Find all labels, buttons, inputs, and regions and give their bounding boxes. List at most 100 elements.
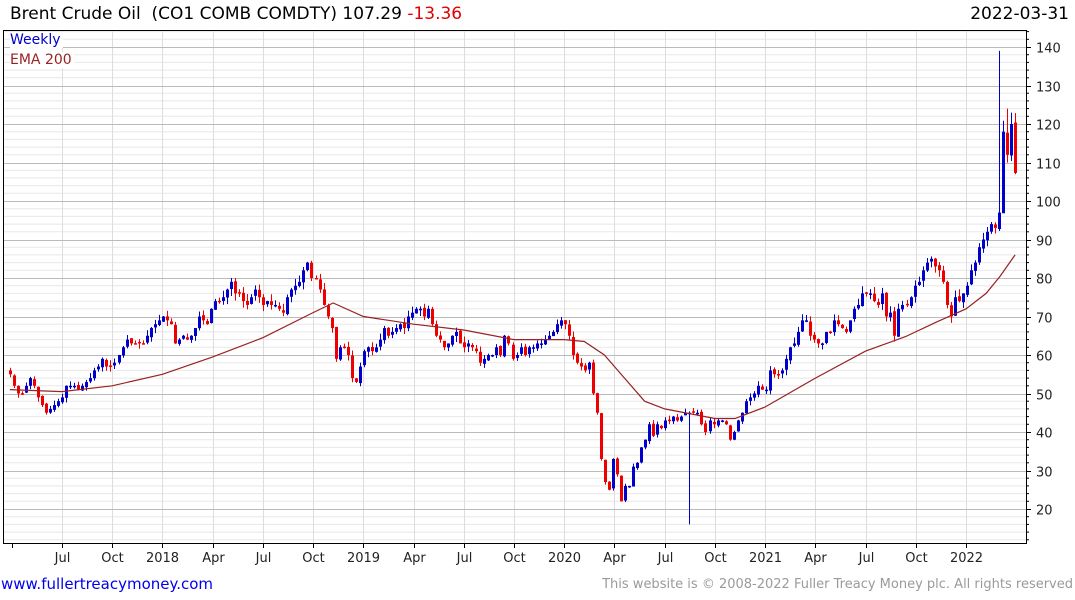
candle-body: [134, 343, 137, 345]
candle-body: [829, 331, 832, 334]
candle-body: [262, 297, 265, 305]
candle-body: [769, 370, 772, 391]
candle-body: [202, 315, 205, 321]
y-tick-label: 100: [1036, 196, 1061, 211]
candle-body: [700, 411, 703, 425]
candle-body: [946, 282, 949, 305]
candle-body: [266, 301, 269, 305]
candle-body: [61, 397, 64, 403]
candle-body: [97, 366, 100, 370]
candle-body: [652, 423, 655, 436]
candle-body: [439, 335, 442, 340]
candle-body: [395, 328, 398, 332]
candle-body: [825, 331, 828, 343]
candle-body: [721, 420, 724, 422]
candle-body: [77, 385, 80, 390]
candle-body: [463, 342, 466, 348]
candle-body: [403, 322, 406, 329]
candle-body: [797, 331, 800, 345]
candle-body: [520, 347, 523, 354]
candle-body: [206, 321, 209, 325]
candle-body: [246, 300, 249, 305]
chart-date: 2022-03-31: [970, 4, 1069, 24]
candle-body: [765, 389, 768, 392]
candle-body: [877, 302, 880, 305]
candle-body: [479, 351, 482, 363]
candle-body: [901, 304, 904, 310]
candle-body: [660, 425, 663, 429]
legend-weekly: Weekly: [10, 32, 63, 48]
candle-body: [367, 347, 370, 352]
y-tick-label: 130: [1036, 81, 1061, 96]
candle-body: [926, 262, 929, 271]
candle-body: [592, 362, 595, 394]
y-tick-label: 60: [1036, 350, 1053, 365]
candle-body: [427, 308, 430, 318]
y-tick-label: 20: [1036, 504, 1053, 519]
candle-body: [491, 355, 494, 357]
candle-body: [612, 458, 615, 489]
y-tick-label: 80: [1036, 273, 1053, 288]
candle-body: [383, 328, 386, 341]
candle-body: [725, 421, 728, 425]
candle-body: [544, 339, 547, 345]
candle-body: [471, 344, 474, 348]
candle-body: [351, 355, 354, 379]
candle-body: [182, 335, 185, 339]
x-tick-label: Oct: [905, 551, 927, 566]
candle-body: [459, 330, 462, 344]
candle-body: [696, 412, 699, 415]
candle-body: [576, 353, 579, 363]
candle-body: [918, 281, 921, 285]
candle-body: [717, 420, 720, 426]
candle-body: [914, 285, 917, 297]
candle-body: [584, 365, 587, 371]
candle-body: [805, 320, 808, 322]
candle-body: [733, 432, 736, 440]
candle-body: [347, 346, 350, 355]
y-tick-label: 90: [1036, 235, 1053, 250]
candle-body: [407, 316, 410, 329]
candle-body: [503, 335, 506, 357]
candle-body: [640, 447, 643, 463]
candle-body: [69, 385, 72, 388]
candle-body: [286, 297, 289, 315]
candle-body: [572, 337, 575, 355]
candle-body: [737, 420, 740, 432]
candle-body: [616, 458, 619, 475]
candle-body: [986, 231, 989, 241]
candle-body: [105, 359, 108, 367]
candle-body: [399, 324, 402, 330]
x-tick-label: Oct: [704, 551, 726, 566]
candle-body: [443, 340, 446, 348]
candle-body: [966, 285, 969, 295]
website-link[interactable]: www.fullertreacymoney.com: [1, 575, 214, 593]
candle-body: [990, 224, 993, 232]
candle-body: [323, 289, 326, 305]
candle-body: [9, 370, 12, 375]
candle-body: [741, 412, 744, 422]
candle-body: [81, 385, 84, 391]
candle-body: [516, 355, 519, 358]
candle-body: [656, 424, 659, 435]
candle-body: [101, 358, 104, 368]
candle-body: [419, 308, 422, 311]
candle-body: [310, 262, 313, 278]
candle-body: [270, 301, 273, 305]
x-tick-label: 2020: [548, 551, 581, 566]
plot-frame: [3, 30, 1027, 544]
candle-body: [845, 329, 848, 332]
candle-body: [560, 320, 563, 326]
x-tick-label: Apr: [403, 551, 426, 566]
x-tick-label: Jul: [456, 551, 473, 566]
candle-body: [130, 338, 133, 344]
candle-body: [982, 239, 985, 249]
candle-body: [423, 307, 426, 317]
ema-200-line: [9, 254, 1016, 420]
candle-body: [624, 485, 627, 501]
candle-body: [49, 408, 52, 413]
instrument-ticker: (CO1 COMB COMDTY): [151, 4, 338, 24]
x-tick-label: Jul: [54, 551, 71, 566]
candle-body: [729, 425, 732, 440]
candle-body: [375, 347, 378, 352]
